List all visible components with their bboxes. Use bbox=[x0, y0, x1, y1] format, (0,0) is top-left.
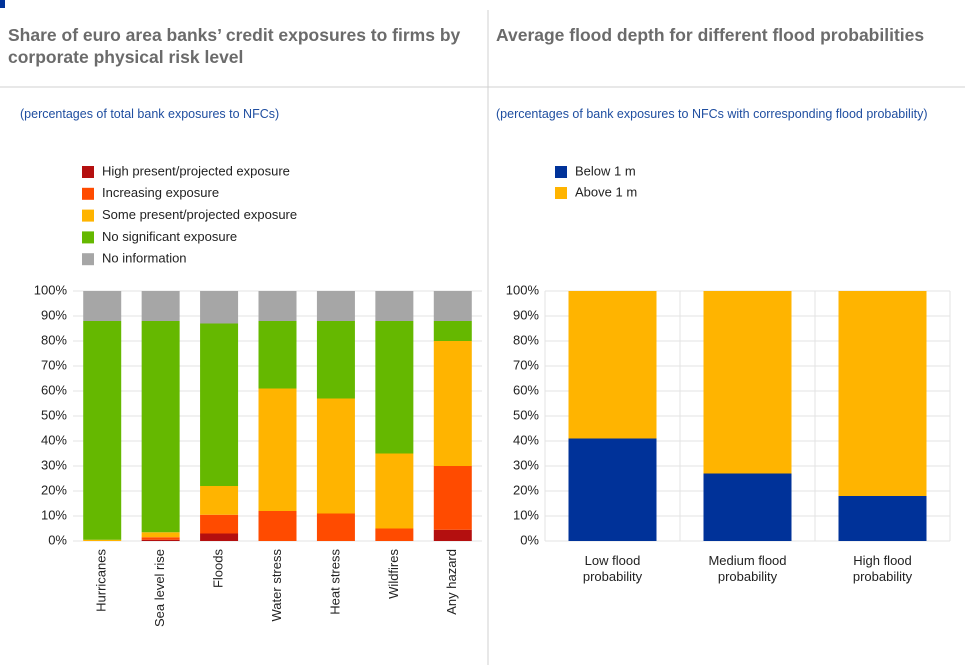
bar-segment bbox=[568, 438, 657, 541]
chart-subtitle: (percentages of bank exposures to NFCs w… bbox=[496, 107, 928, 121]
legend-swatch bbox=[82, 209, 94, 222]
bar-segment bbox=[200, 486, 239, 515]
legend-label: High present/projected exposure bbox=[102, 163, 290, 178]
bar-segment bbox=[433, 291, 472, 321]
x-tick-label: High flood probability bbox=[852, 553, 913, 584]
bar-segment bbox=[200, 514, 239, 534]
y-tick-label: 100% bbox=[506, 282, 540, 297]
bar-segment bbox=[141, 321, 180, 533]
bar-segment bbox=[433, 529, 472, 541]
bar-segment bbox=[703, 291, 792, 474]
bar-segment bbox=[375, 291, 414, 321]
bar-segment bbox=[703, 473, 792, 541]
y-tick-label: 80% bbox=[513, 332, 539, 347]
y-tick-label: 50% bbox=[41, 407, 67, 422]
legend-swatch bbox=[82, 166, 94, 178]
y-tick-label: 90% bbox=[513, 307, 539, 322]
bar-segment bbox=[433, 321, 472, 341]
y-tick-label: 20% bbox=[513, 482, 539, 497]
y-tick-label: 40% bbox=[41, 432, 67, 447]
legend-label: Some present/projected exposure bbox=[102, 207, 297, 222]
legend-label: No significant exposure bbox=[102, 229, 237, 244]
y-tick-label: 60% bbox=[513, 382, 539, 397]
x-tick-label: Water stress bbox=[269, 549, 284, 622]
y-tick-label: 40% bbox=[513, 432, 539, 447]
legend-label: Increasing exposure bbox=[102, 185, 219, 200]
bar-segment bbox=[200, 323, 239, 486]
bar-segment bbox=[316, 398, 355, 514]
x-tick-label: Low flood probability bbox=[582, 553, 643, 584]
chart-subtitle: (percentages of total bank exposures to … bbox=[20, 107, 280, 121]
bar-segment bbox=[200, 291, 239, 324]
y-tick-label: 90% bbox=[41, 307, 67, 322]
y-tick-label: 70% bbox=[41, 357, 67, 372]
y-tick-label: 70% bbox=[513, 357, 539, 372]
y-tick-label: 10% bbox=[513, 507, 539, 522]
bar-segment bbox=[258, 388, 297, 511]
bar-segment bbox=[838, 291, 927, 496]
bar-segment bbox=[433, 466, 472, 530]
chart-title: Share of euro area banks’ credit exposur… bbox=[8, 25, 461, 67]
bar-segment bbox=[375, 321, 414, 454]
bar-segment bbox=[141, 532, 180, 538]
bar-segment bbox=[316, 321, 355, 399]
y-tick-label: 100% bbox=[34, 282, 68, 297]
y-tick-label: 80% bbox=[41, 332, 67, 347]
bar-segment bbox=[258, 321, 297, 389]
x-tick-label: Sea level rise bbox=[152, 549, 167, 627]
y-tick-label: 60% bbox=[41, 382, 67, 397]
x-tick-label: Floods bbox=[211, 549, 226, 589]
bar-segment bbox=[375, 453, 414, 529]
legend-label: Above 1 m bbox=[575, 184, 637, 199]
bar-segment bbox=[200, 533, 239, 541]
legend-swatch bbox=[555, 166, 567, 178]
x-tick-label: Hurricanes bbox=[94, 549, 109, 612]
y-tick-label: 0% bbox=[520, 532, 539, 547]
bar-segment bbox=[316, 291, 355, 321]
bar-segment bbox=[83, 539, 122, 541]
legend-swatch bbox=[82, 187, 94, 200]
bar-segment bbox=[141, 291, 180, 321]
y-tick-label: 0% bbox=[48, 532, 67, 547]
corner-mark bbox=[0, 0, 5, 8]
bar-segment bbox=[838, 496, 927, 541]
y-tick-label: 30% bbox=[513, 457, 539, 472]
y-tick-label: 50% bbox=[513, 407, 539, 422]
y-tick-label: 10% bbox=[41, 507, 67, 522]
y-tick-label: 20% bbox=[41, 482, 67, 497]
x-tick-label: Medium flood probability bbox=[708, 553, 787, 584]
x-tick-label: Any hazard bbox=[444, 549, 459, 615]
chart-title: Average flood depth for different flood … bbox=[496, 25, 925, 45]
y-tick-label: 30% bbox=[41, 457, 67, 472]
legend-label: No information bbox=[102, 251, 187, 266]
bar-segment bbox=[316, 513, 355, 541]
bar-segment bbox=[141, 539, 180, 541]
legend-swatch bbox=[555, 187, 567, 199]
x-tick-label: Wildfires bbox=[386, 549, 401, 599]
bar-segment bbox=[568, 291, 657, 439]
legend-label: Below 1 m bbox=[575, 163, 636, 178]
bar-segment bbox=[258, 291, 297, 321]
bar-segment bbox=[433, 341, 472, 466]
x-tick-label: Heat stress bbox=[327, 549, 342, 615]
legend-swatch bbox=[82, 231, 94, 244]
legend-swatch bbox=[82, 253, 94, 266]
bar-segment bbox=[83, 291, 122, 321]
bar-segment bbox=[141, 537, 180, 540]
bar-segment bbox=[258, 511, 297, 541]
bar-segment bbox=[375, 528, 414, 541]
bar-segment bbox=[83, 321, 122, 540]
